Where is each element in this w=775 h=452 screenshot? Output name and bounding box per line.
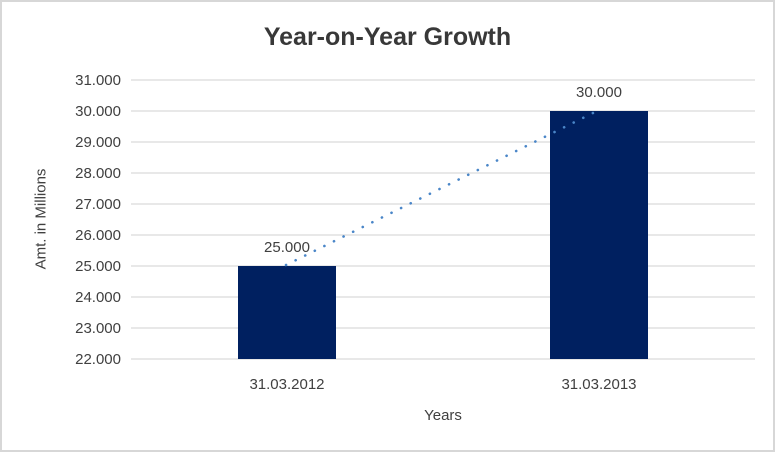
value-label: 25.000 (264, 239, 310, 256)
x-axis-title: Years (424, 407, 462, 424)
y-tick-label: 28.000 (75, 165, 121, 182)
bar-31.03.2012[interactable] (238, 266, 336, 359)
y-tick-label: 27.000 (75, 196, 121, 213)
y-tick-label: 30.000 (75, 103, 121, 120)
y-tick-label: 23.000 (75, 320, 121, 337)
value-label: 30.000 (576, 84, 622, 101)
trendline[interactable] (284, 110, 597, 267)
y-tick-label: 24.000 (75, 289, 121, 306)
y-tick-label: 25.000 (75, 258, 121, 275)
bar-31.03.2013[interactable] (550, 111, 648, 359)
y-tick-label: 31.000 (75, 72, 121, 89)
y-tick-label: 22.000 (75, 351, 121, 368)
chart-title: Year-on-Year Growth (263, 23, 512, 51)
y-tick-label: 29.000 (75, 134, 121, 151)
y-tick-label: 26.000 (75, 227, 121, 244)
x-category-label: 31.03.2012 (249, 376, 324, 393)
x-category-label: 31.03.2013 (561, 376, 636, 393)
